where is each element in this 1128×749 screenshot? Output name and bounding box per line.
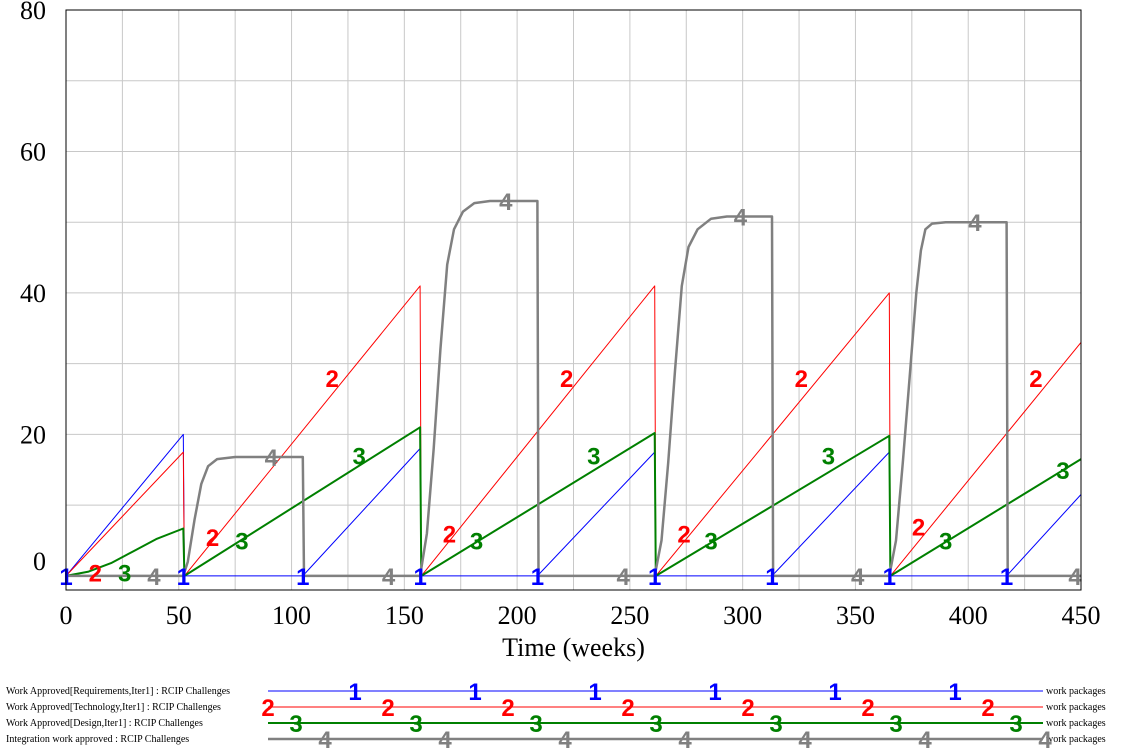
legend-marker-3: 3 <box>889 711 902 738</box>
legend-marker-4: 4 <box>558 727 572 749</box>
plot-frame <box>65 9 1082 591</box>
legend-unit: work packages <box>1046 718 1106 729</box>
legend-marker-2: 2 <box>981 695 994 722</box>
series-marker-3: 3 <box>470 528 483 555</box>
legend-marker-4: 4 <box>798 727 812 749</box>
x-tick-label: 450 <box>1062 601 1101 630</box>
series-marker-2: 2 <box>795 366 808 393</box>
legend-marker-2: 2 <box>501 695 514 722</box>
y-tick-label: 40 <box>20 279 46 308</box>
series-marker-2: 2 <box>560 366 573 393</box>
series-marker-2: 2 <box>677 521 690 548</box>
legend-marker-3: 3 <box>769 711 782 738</box>
legend-marker-2: 2 <box>381 695 394 722</box>
legend-marker-1: 1 <box>828 679 841 706</box>
series-marker-4: 4 <box>851 564 865 591</box>
series-marker-4: 4 <box>616 564 630 591</box>
legend-marker-3: 3 <box>409 711 422 738</box>
legend-marker-1: 1 <box>348 679 361 706</box>
grid <box>66 10 1081 590</box>
legend-unit: work packages <box>1046 734 1106 745</box>
series-marker-2: 2 <box>912 514 925 541</box>
series-marker-3: 3 <box>587 444 600 471</box>
legend-marker-2: 2 <box>861 695 874 722</box>
legend-marker-1: 1 <box>468 679 481 706</box>
x-tick-label: 150 <box>385 601 424 630</box>
legend-marker-2: 2 <box>261 695 274 722</box>
series-marker-3: 3 <box>1056 458 1069 485</box>
legend-marker-1: 1 <box>948 679 961 706</box>
legend-marker-3: 3 <box>649 711 662 738</box>
legend: Work Approved[Requirements,Iter1] : RCIP… <box>6 679 1106 749</box>
series-marker-4: 4 <box>265 445 279 472</box>
series-marker-1: 1 <box>413 564 426 591</box>
legend-marker-2: 2 <box>741 695 754 722</box>
series-marker-2: 2 <box>1029 366 1042 393</box>
y-tick-labels: 0 20 40 60 80 <box>20 0 46 576</box>
legend-marker-4: 4 <box>438 727 452 749</box>
x-axis-title: Time (weeks) <box>502 633 645 662</box>
legend-marker-4: 4 <box>918 727 932 749</box>
x-tick-label: 350 <box>836 601 875 630</box>
series-marker-3: 3 <box>118 560 131 587</box>
x-tick-label: 0 <box>60 601 73 630</box>
series-line-4 <box>66 199 1081 578</box>
legend-marker-2: 2 <box>621 695 634 722</box>
legend-label: Work Approved[Design,Iter1] : RCIP Chall… <box>6 718 203 729</box>
legend-marker-1: 1 <box>588 679 601 706</box>
series-marker-3: 3 <box>822 444 835 471</box>
y-tick-label: 60 <box>20 137 46 166</box>
series-marker-3: 3 <box>939 528 952 555</box>
series-marker-3: 3 <box>235 528 248 555</box>
series-marker-1: 1 <box>648 564 661 591</box>
series-marker-4: 4 <box>499 189 513 216</box>
series-marker-1: 1 <box>1000 564 1013 591</box>
series-marker-1: 1 <box>883 564 896 591</box>
series-marker-4: 4 <box>147 564 161 591</box>
series-marker-1: 1 <box>177 564 190 591</box>
x-tick-label: 100 <box>272 601 311 630</box>
legend-label: Integration work approved : RCIP Challen… <box>6 734 189 745</box>
series-marker-2: 2 <box>443 521 456 548</box>
series-marker-3: 3 <box>704 528 717 555</box>
x-tick-label: 50 <box>166 601 192 630</box>
y-tick-label: 0 <box>33 547 46 576</box>
y-tick-label: 20 <box>20 420 46 449</box>
legend-unit: work packages <box>1046 686 1106 697</box>
legend-marker-4: 4 <box>1038 727 1052 749</box>
series-marker-1: 1 <box>765 564 778 591</box>
series-marker-2: 2 <box>206 525 219 552</box>
legend-marker-3: 3 <box>289 711 302 738</box>
series-marker-2: 2 <box>89 560 102 587</box>
legend-label: Work Approved[Technology,Iter1] : RCIP C… <box>6 702 221 713</box>
legend-label: Work Approved[Requirements,Iter1] : RCIP… <box>6 686 230 697</box>
x-tick-label: 300 <box>723 601 762 630</box>
series-marker-4: 4 <box>382 564 396 591</box>
y-tick-label: 80 <box>20 0 46 25</box>
legend-unit: work packages <box>1046 702 1106 713</box>
x-tick-label: 250 <box>610 601 649 630</box>
series-lines <box>65 199 1082 578</box>
legend-marker-4: 4 <box>678 727 692 749</box>
x-tick-label: 200 <box>498 601 537 630</box>
series-marker-4: 4 <box>968 210 982 237</box>
series-marker-3: 3 <box>353 444 366 471</box>
legend-marker-1: 1 <box>708 679 721 706</box>
legend-marker-4: 4 <box>318 727 332 749</box>
series-marker-1: 1 <box>531 564 544 591</box>
legend-marker-3: 3 <box>529 711 542 738</box>
series-marker-4: 4 <box>734 205 748 232</box>
x-tick-label: 400 <box>949 601 988 630</box>
series-marker-4: 4 <box>1068 564 1082 591</box>
series-marker-2: 2 <box>325 366 338 393</box>
series-marker-1: 1 <box>296 564 309 591</box>
x-tick-labels: 0 50 100 150 200 250 300 350 400 450 <box>60 601 1101 630</box>
legend-marker-3: 3 <box>1009 711 1022 738</box>
